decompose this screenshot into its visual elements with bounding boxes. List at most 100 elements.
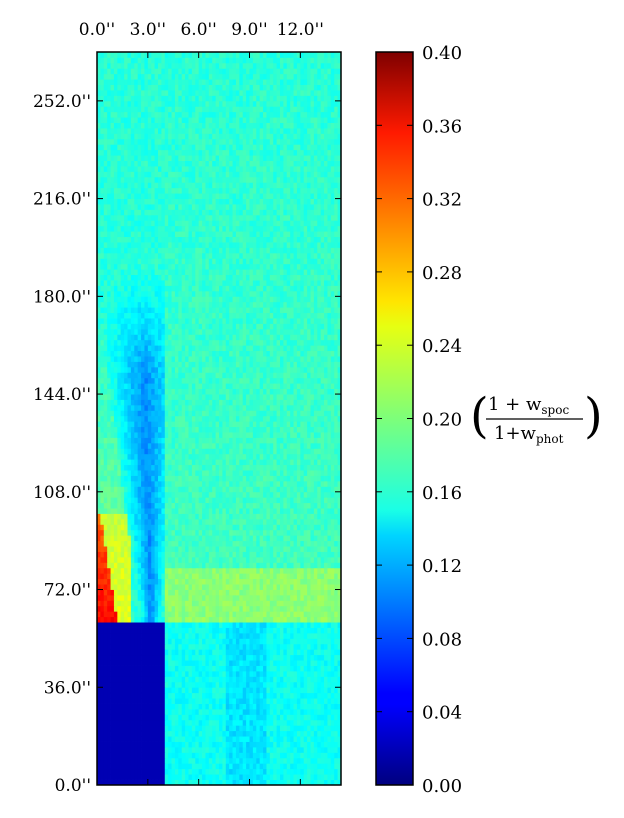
- heatmap-cell: [280, 584, 284, 590]
- heatmap-cell: [273, 432, 278, 438]
- heatmap-cell: [280, 670, 284, 677]
- heatmap-cell: [310, 513, 315, 520]
- heatmap-cell: [107, 421, 111, 428]
- heatmap-cell: [130, 605, 135, 612]
- heatmap-cell: [147, 442, 152, 449]
- heatmap-cell: [181, 687, 186, 694]
- heatmap-cell: [147, 480, 152, 487]
- heatmap-cell: [97, 475, 101, 482]
- heatmap-cell: [147, 730, 152, 737]
- heatmap-cell: [205, 741, 210, 748]
- heatmap-cell: [137, 627, 142, 634]
- heatmap-cell: [310, 768, 315, 775]
- heatmap-cell: [103, 698, 108, 704]
- heatmap-cell: [246, 594, 250, 601]
- heatmap-cell: [174, 524, 179, 531]
- heatmap-cell: [130, 638, 135, 645]
- heatmap-cell: [303, 768, 308, 775]
- heatmap-cell: [202, 573, 206, 580]
- heatmap-cell: [269, 535, 274, 542]
- heatmap-cell: [137, 676, 142, 683]
- heatmap-cell: [168, 779, 172, 785]
- heatmap-cell: [212, 736, 217, 742]
- heatmap-cell: [246, 714, 250, 721]
- heatmap-cell: [296, 535, 301, 542]
- heatmap-cell: [269, 774, 274, 780]
- heatmap-cell: [117, 665, 122, 672]
- heatmap-cell: [259, 562, 264, 569]
- heatmap-cell: [232, 475, 237, 482]
- heatmap-cell: [263, 442, 267, 449]
- heatmap-cell: [181, 573, 186, 580]
- heatmap-cell: [269, 573, 274, 580]
- heatmap-cell: [229, 768, 233, 775]
- heatmap-cell: [337, 486, 341, 493]
- heatmap-cell: [181, 453, 186, 460]
- heatmap-cell: [154, 459, 159, 466]
- heatmap-cell: [147, 670, 152, 677]
- heatmap-cell: [296, 464, 301, 471]
- heatmap-cell: [130, 725, 135, 732]
- heatmap-cell: [113, 421, 118, 428]
- heatmap-cell: [117, 605, 122, 612]
- heatmap-cell: [232, 779, 237, 785]
- heatmap-cell: [158, 464, 162, 471]
- heatmap-cell: [222, 692, 227, 699]
- heatmap-cell: [181, 513, 186, 520]
- heatmap-cell: [307, 676, 311, 683]
- heatmap-cell: [280, 426, 284, 433]
- heatmap-cell: [208, 540, 213, 547]
- heatmap-cell: [290, 730, 294, 737]
- heatmap-cell: [202, 459, 206, 466]
- heatmap-cell: [202, 779, 206, 785]
- heatmap-cell: [280, 508, 284, 514]
- heatmap-cell: [141, 649, 145, 656]
- heatmap-cell: [100, 486, 105, 493]
- heatmap-cell: [147, 497, 152, 504]
- heatmap-cell: [337, 736, 341, 742]
- heatmap-cell: [134, 556, 139, 563]
- heatmap-cell: [263, 643, 267, 650]
- heatmap-cell: [144, 502, 149, 509]
- heatmap-cell: [117, 632, 122, 639]
- heatmap-cell: [174, 649, 179, 656]
- heatmap-cell: [113, 622, 118, 628]
- heatmap-cell: [215, 714, 220, 721]
- heatmap-cell: [212, 562, 217, 569]
- heatmap-cell: [110, 551, 115, 558]
- heatmap-cell: [144, 665, 149, 672]
- heatmap-cell: [144, 676, 149, 683]
- heatmap-cell: [273, 725, 278, 732]
- heatmap-cell: [310, 442, 315, 449]
- heatmap-cell: [110, 453, 115, 460]
- heatmap-cell: [239, 540, 244, 547]
- heatmap-cell: [107, 670, 111, 677]
- heatmap-cell: [327, 442, 332, 449]
- heatmap-cell: [219, 508, 223, 514]
- heatmap-cell: [205, 437, 210, 444]
- heatmap-cell: [97, 546, 101, 552]
- heatmap-cell: [100, 698, 105, 704]
- heatmap-cell: [296, 497, 301, 504]
- heatmap-cell: [137, 524, 142, 531]
- heatmap-cell: [296, 513, 301, 520]
- heatmap-cell: [191, 524, 196, 531]
- heatmap-cell: [273, 502, 278, 509]
- heatmap-cell: [300, 567, 305, 574]
- heatmap-cell: [324, 714, 328, 721]
- heatmap-cell: [208, 518, 213, 525]
- heatmap-cell: [219, 535, 223, 542]
- heatmap-cell: [293, 426, 298, 433]
- heatmap-cell: [181, 508, 186, 514]
- heatmap-cell: [110, 480, 115, 487]
- heatmap-cell: [130, 540, 135, 547]
- heatmap-cell: [134, 616, 139, 623]
- heatmap-cell: [300, 698, 305, 704]
- heatmap-cell: [324, 665, 328, 672]
- heatmap-cell: [239, 518, 244, 525]
- heatmap-cell: [137, 578, 142, 585]
- heatmap-cell: [195, 763, 200, 770]
- heatmap-cell: [324, 611, 328, 618]
- heatmap-cell: [263, 486, 267, 493]
- heatmap-cell: [320, 757, 325, 764]
